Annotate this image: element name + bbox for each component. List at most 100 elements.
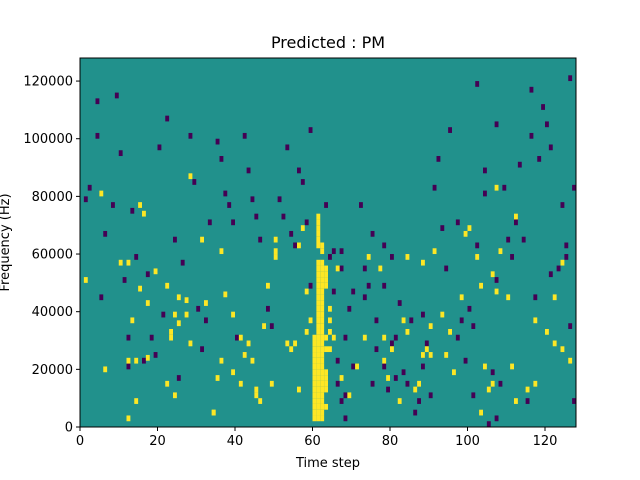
heatmap-cell-high: [297, 242, 301, 249]
heatmap-cell-high: [320, 369, 325, 376]
heatmap-cell-high: [312, 334, 317, 341]
heatmap-cell-low: [176, 375, 181, 381]
heatmap-cell-high: [320, 328, 325, 335]
heatmap-cell-high: [316, 392, 321, 399]
heatmap-cell-high: [316, 357, 321, 364]
heatmap-cell-high: [316, 328, 321, 335]
heatmap-cell-high: [184, 311, 189, 318]
heatmap-cell-high: [246, 340, 251, 347]
heatmap-cell-high: [366, 254, 371, 260]
heatmap-cell-high: [316, 300, 321, 306]
y-tick-label: 60000: [32, 248, 73, 263]
heatmap-cell-high: [320, 259, 325, 266]
heatmap-cell-low: [165, 115, 170, 122]
y-axis-label: Frequency (Hz): [0, 193, 13, 291]
heatmap-cell-low: [324, 202, 328, 208]
heatmap-cell-low: [533, 294, 538, 301]
heatmap-cell-low: [300, 179, 305, 185]
heatmap-cell-high: [324, 375, 328, 381]
heatmap-cell-low: [196, 305, 201, 312]
heatmap-cell-low: [87, 184, 92, 191]
heatmap-cell-low: [545, 121, 549, 128]
heatmap-cell-low: [572, 184, 576, 191]
heatmap-cell-high: [316, 277, 321, 283]
y-tick-label: 100000: [23, 132, 73, 147]
heatmap-cell-low: [459, 317, 464, 324]
heatmap-cell-high: [312, 398, 317, 404]
heatmap-cell-high: [320, 386, 325, 393]
heatmap-cell-low: [471, 392, 476, 399]
plot-frame: [79, 57, 577, 428]
heatmap-cell-high: [320, 248, 325, 255]
heatmap-cell-high: [413, 386, 418, 393]
heatmap-cell-high: [382, 334, 387, 341]
heatmap-cell-high: [312, 380, 317, 387]
heatmap-cell-low: [471, 323, 476, 329]
heatmap-cell-high: [533, 317, 538, 324]
heatmap-cell-low: [335, 357, 340, 364]
heatmap-cell-high: [262, 323, 266, 329]
heatmap-cell-high: [378, 265, 383, 272]
heatmap-cell-high: [312, 375, 317, 381]
heatmap-cell-low: [421, 363, 425, 370]
heatmap-cell-high: [320, 346, 325, 353]
heatmap-cell-high: [320, 323, 325, 329]
heatmap-background: [80, 58, 576, 427]
heatmap-cell-high: [320, 340, 325, 347]
heatmap-cell-low: [370, 380, 375, 387]
heatmap-cell-high: [463, 230, 468, 237]
heatmap-cell-low: [498, 380, 503, 387]
heatmap-cell-high: [320, 415, 325, 422]
heatmap-cell-high: [444, 352, 449, 358]
heatmap-cell-high: [173, 392, 177, 399]
heatmap-cell-high: [312, 352, 317, 358]
heatmap-cell-high: [479, 409, 483, 416]
heatmap-cell-low: [142, 357, 146, 364]
heatmap-cell-high: [320, 398, 325, 404]
heatmap-cell-low: [475, 242, 480, 249]
heatmap-cell-high: [126, 259, 131, 266]
heatmap-cell-low: [502, 184, 507, 191]
heatmap-cell-high: [328, 305, 332, 312]
heatmap-cell-low: [444, 265, 449, 272]
heatmap-cell-low: [421, 311, 425, 318]
heatmap-cell-high: [320, 288, 325, 295]
heatmap-cell-low: [134, 254, 139, 260]
heatmap-cell-high: [304, 328, 309, 335]
y-tick-label: 20000: [32, 363, 73, 378]
heatmap-cell-high: [316, 340, 321, 347]
heatmap-cell-high: [273, 248, 278, 255]
heatmap-cell-high: [138, 285, 142, 292]
heatmap-cell-high: [424, 346, 429, 353]
heatmap-cell-high: [184, 297, 189, 304]
heatmap-cell-low: [548, 271, 553, 278]
heatmap-cell-high: [316, 294, 321, 301]
heatmap-cell-low: [231, 219, 235, 226]
heatmap-cell-low: [149, 334, 154, 341]
heatmap-cell-high: [316, 398, 321, 404]
y-tick-label: 40000: [32, 305, 73, 320]
heatmap-cell-high: [382, 357, 387, 364]
heatmap-cell-high: [254, 392, 259, 399]
heatmap-cell-low: [130, 207, 135, 214]
heatmap-cell-low: [514, 219, 518, 226]
heatmap-cell-low: [343, 415, 348, 422]
heatmap-cell-high: [316, 375, 321, 381]
heatmap-cell-high: [316, 334, 321, 341]
heatmap-cell-low: [343, 334, 348, 341]
heatmap-cell-high: [316, 323, 321, 329]
heatmap-cell-high: [266, 282, 270, 289]
heatmap-cell-high: [293, 340, 297, 347]
heatmap-cell-high: [320, 392, 325, 399]
heatmap-cell-high: [223, 291, 228, 298]
heatmap-cell-low: [250, 196, 255, 203]
heatmap-cell-low: [359, 202, 363, 208]
heatmap-cell-high: [316, 363, 321, 370]
heatmap-cell-low: [568, 323, 573, 329]
heatmap-cell-high: [83, 277, 88, 283]
heatmap-cell-high: [320, 300, 325, 306]
heatmap-cell-high: [428, 352, 433, 358]
heatmap-cell-low: [463, 357, 468, 364]
heatmap-cell-high: [312, 409, 317, 416]
heatmap-cell-low: [126, 363, 131, 370]
